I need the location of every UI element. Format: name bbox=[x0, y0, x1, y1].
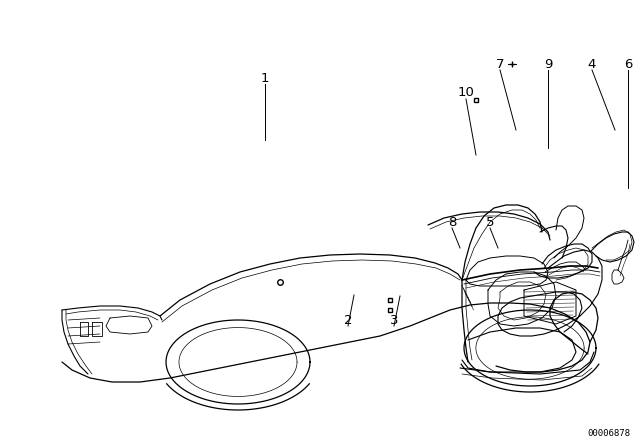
Text: 8: 8 bbox=[448, 215, 456, 228]
Text: 2: 2 bbox=[344, 314, 352, 327]
Text: 3: 3 bbox=[390, 314, 398, 327]
Text: 9: 9 bbox=[544, 57, 552, 70]
Text: 1: 1 bbox=[260, 72, 269, 85]
Text: 7: 7 bbox=[496, 57, 504, 70]
Text: 5: 5 bbox=[486, 215, 494, 228]
Text: 4: 4 bbox=[588, 57, 596, 70]
Text: 00006878: 00006878 bbox=[587, 429, 630, 438]
Text: 10: 10 bbox=[458, 86, 474, 99]
Text: 6: 6 bbox=[624, 57, 632, 70]
